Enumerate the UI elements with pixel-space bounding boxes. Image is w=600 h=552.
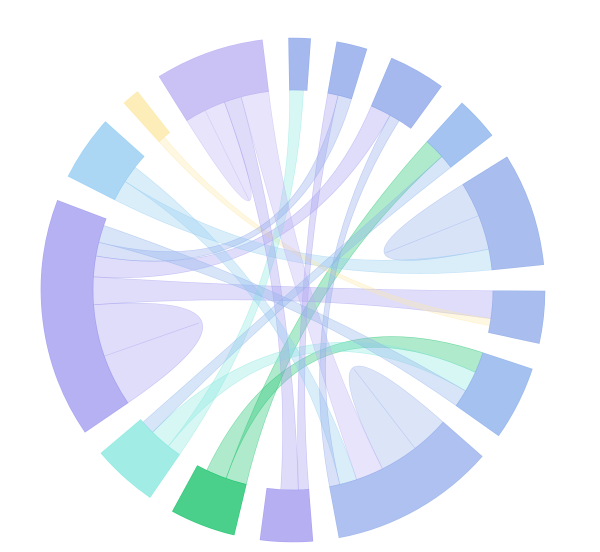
group-arc bbox=[288, 37, 311, 91]
group-arc bbox=[123, 91, 171, 143]
group-arc bbox=[158, 39, 269, 121]
group-arc bbox=[40, 199, 129, 433]
group-arc bbox=[259, 487, 314, 543]
group-arc bbox=[370, 57, 442, 129]
group-arc bbox=[100, 419, 180, 498]
group-arc bbox=[67, 121, 145, 201]
group-arc bbox=[426, 102, 493, 168]
group-arc bbox=[462, 156, 545, 271]
group-arc bbox=[488, 290, 546, 344]
group-arc bbox=[455, 352, 533, 437]
group-arc bbox=[329, 421, 483, 539]
group-arc bbox=[327, 41, 368, 100]
group-arc bbox=[172, 465, 247, 536]
